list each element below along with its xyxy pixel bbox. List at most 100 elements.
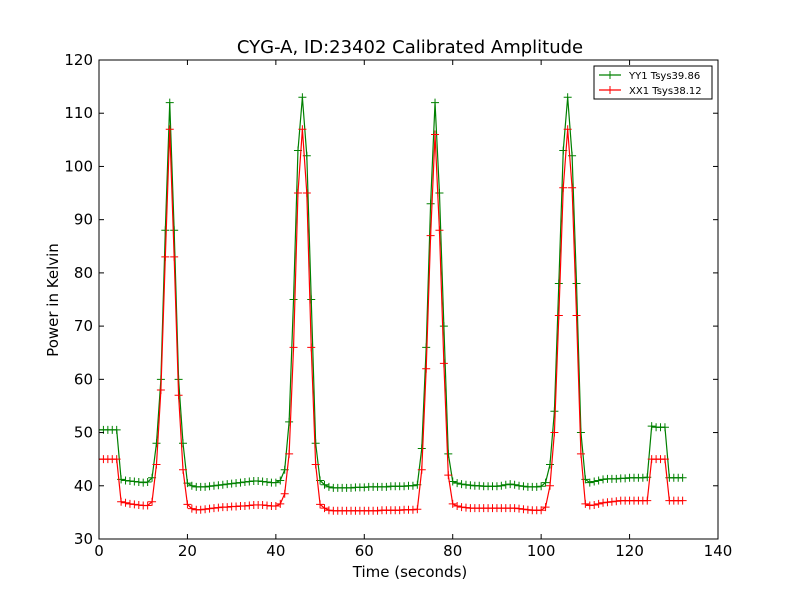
data-point [196, 505, 205, 514]
data-point [117, 497, 126, 506]
data-point [209, 504, 218, 513]
data-point [382, 482, 391, 491]
data-point [461, 503, 470, 512]
x-tick-label: 20 [178, 542, 197, 560]
data-point [324, 506, 333, 515]
data-point [285, 449, 294, 458]
data-point [280, 489, 289, 498]
axes: 0 20 40 60 80 100 120 140 30 40 50 60 70 80 90 100 110 12… [64, 51, 732, 560]
data-point [148, 497, 157, 506]
data-point [439, 359, 448, 368]
x-tick-label: 60 [355, 542, 374, 560]
data-point [541, 478, 550, 487]
data-point [572, 311, 581, 320]
y-tick-label: 90 [74, 211, 93, 229]
x-tick-label: 40 [266, 542, 285, 560]
y-tick-label: 70 [74, 317, 93, 335]
data-point [550, 407, 559, 416]
data-point [408, 481, 417, 490]
data-point [130, 500, 139, 509]
data-point [523, 505, 532, 514]
y-tick-label: 30 [74, 530, 93, 548]
data-point [638, 473, 647, 482]
data-point [510, 480, 519, 489]
data-point [599, 475, 608, 484]
data-point [457, 503, 466, 512]
y-tick-label: 100 [64, 157, 93, 175]
legend-marker [606, 86, 614, 94]
data-point [448, 499, 457, 508]
data-point [660, 423, 669, 432]
data-point [245, 501, 254, 510]
data-point [581, 499, 590, 508]
data-point [316, 500, 325, 509]
y-tick-label: 80 [74, 264, 93, 282]
data-point [660, 455, 669, 464]
y-axis-label: Power in Kelvin [44, 243, 62, 357]
data-point [201, 505, 210, 514]
data-point [506, 480, 515, 489]
plot-area [99, 93, 687, 515]
data-point [174, 391, 183, 400]
data-point [125, 499, 134, 508]
data-point [121, 476, 130, 485]
data-point [492, 482, 501, 491]
y-tick-label: 60 [74, 370, 93, 388]
data-point [165, 125, 174, 134]
data-point [293, 189, 302, 198]
data-point [413, 505, 422, 514]
data-point [121, 498, 130, 507]
data-point [320, 504, 329, 513]
data-point [320, 480, 329, 489]
data-point [223, 503, 232, 512]
data-point [568, 183, 577, 192]
data-point [276, 499, 285, 508]
x-tick-label: 0 [94, 542, 104, 560]
data-point [125, 476, 134, 485]
data-point [187, 481, 196, 490]
data-point [594, 499, 603, 508]
data-point [647, 422, 656, 431]
data-point [205, 482, 214, 491]
data-point [227, 479, 236, 488]
data-point [214, 503, 223, 512]
data-point [603, 498, 612, 507]
legend-box [593, 65, 713, 100]
data-point [612, 497, 621, 506]
legend-marker [606, 71, 614, 79]
data-point [475, 481, 484, 490]
data-point [263, 478, 272, 487]
data-point [311, 460, 320, 469]
data-point [621, 474, 630, 483]
data-point [165, 98, 174, 107]
data-point [426, 231, 435, 240]
data-point [444, 471, 453, 480]
data-point [594, 476, 603, 485]
x-axis-label: Time (seconds) [352, 563, 468, 581]
data-point [152, 460, 161, 469]
x-tick-label: 120 [615, 542, 644, 560]
y-tick-label: 50 [74, 424, 93, 442]
data-point [276, 476, 285, 485]
data-point [209, 481, 218, 490]
data-point [431, 130, 440, 139]
data-point [678, 473, 687, 482]
data-point [435, 226, 444, 235]
data-point [143, 478, 152, 487]
data-point [347, 483, 356, 492]
legend-label: YY1 Tsys39.86 [628, 71, 700, 82]
data-point [515, 504, 524, 513]
data-point [537, 482, 546, 491]
data-point [307, 295, 316, 304]
data-point [112, 425, 121, 434]
data-point [554, 311, 563, 320]
data-point [422, 364, 431, 373]
data-point [298, 93, 307, 102]
data-point [218, 480, 227, 489]
data-point [254, 476, 263, 485]
axes-frame [98, 59, 719, 540]
data-point [258, 477, 267, 486]
data-point [422, 343, 431, 352]
data-point [563, 93, 572, 102]
legend-label: XX1 Tsys38.12 [629, 86, 702, 97]
